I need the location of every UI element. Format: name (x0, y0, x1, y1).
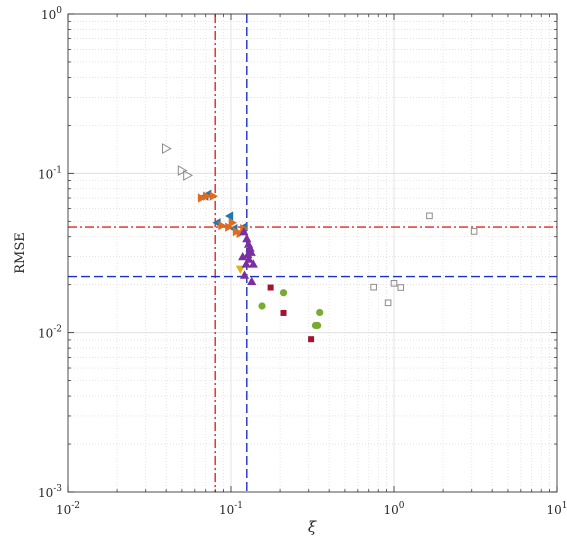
data-point-square-open (384, 299, 392, 307)
data-point-square-open (470, 228, 478, 235)
data-point-triangle-up (241, 259, 251, 268)
data-point-triangle-up (238, 252, 248, 261)
data-point-triangle-right (197, 193, 207, 203)
x-tick-label: 100 (383, 501, 404, 517)
data-point-square-open (390, 280, 398, 287)
data-point-square-open (370, 283, 377, 291)
y-tick-label: 10-2 (38, 325, 62, 341)
data-point-square (280, 309, 287, 316)
data-point-triangle-right (228, 218, 237, 228)
data-point-triangle-up (246, 247, 256, 256)
data-point-triangle-up (242, 233, 252, 243)
data-point-triangle-up (239, 227, 249, 236)
data-point-circle (314, 321, 322, 330)
data-point-triangle-up (247, 276, 257, 285)
plot-background (68, 14, 557, 492)
data-point-circle (279, 289, 288, 297)
data-point-triangle-right (209, 191, 218, 201)
data-point-square-open (426, 212, 433, 220)
y-tick-label: 10-1 (38, 165, 62, 181)
data-point-circle (316, 308, 324, 317)
data-point-triangle-up (239, 270, 250, 279)
data-point-triangle-right (225, 222, 234, 232)
x-tick-label: 101 (546, 501, 567, 517)
data-point-triangle-right-open (177, 165, 188, 177)
data-point-square-open (397, 284, 405, 291)
data-point-circle (258, 302, 266, 310)
y-tick-label: 10-3 (38, 484, 62, 500)
x-tick-label: 10-2 (56, 501, 80, 517)
data-point-triangle-right (218, 221, 227, 231)
data-point-triangle-down (235, 265, 245, 274)
data-point-triangle-right-open (162, 143, 172, 155)
data-point-square (267, 284, 274, 291)
data-point-triangle-up (245, 243, 255, 252)
data-point-triangle-right (203, 191, 212, 201)
data-markers (162, 143, 478, 343)
x-tick-label: 10-1 (219, 501, 243, 517)
data-point-square (308, 336, 315, 343)
data-point-triangle-left (225, 211, 234, 221)
y-tick-label: 100 (41, 6, 62, 22)
data-point-triangle-up (248, 259, 258, 268)
data-point-triangle-right-open (183, 169, 194, 181)
x-axis-label: ξ (308, 518, 317, 536)
plot-frame (67, 13, 558, 493)
y-axis-label: RMSE (13, 232, 28, 274)
